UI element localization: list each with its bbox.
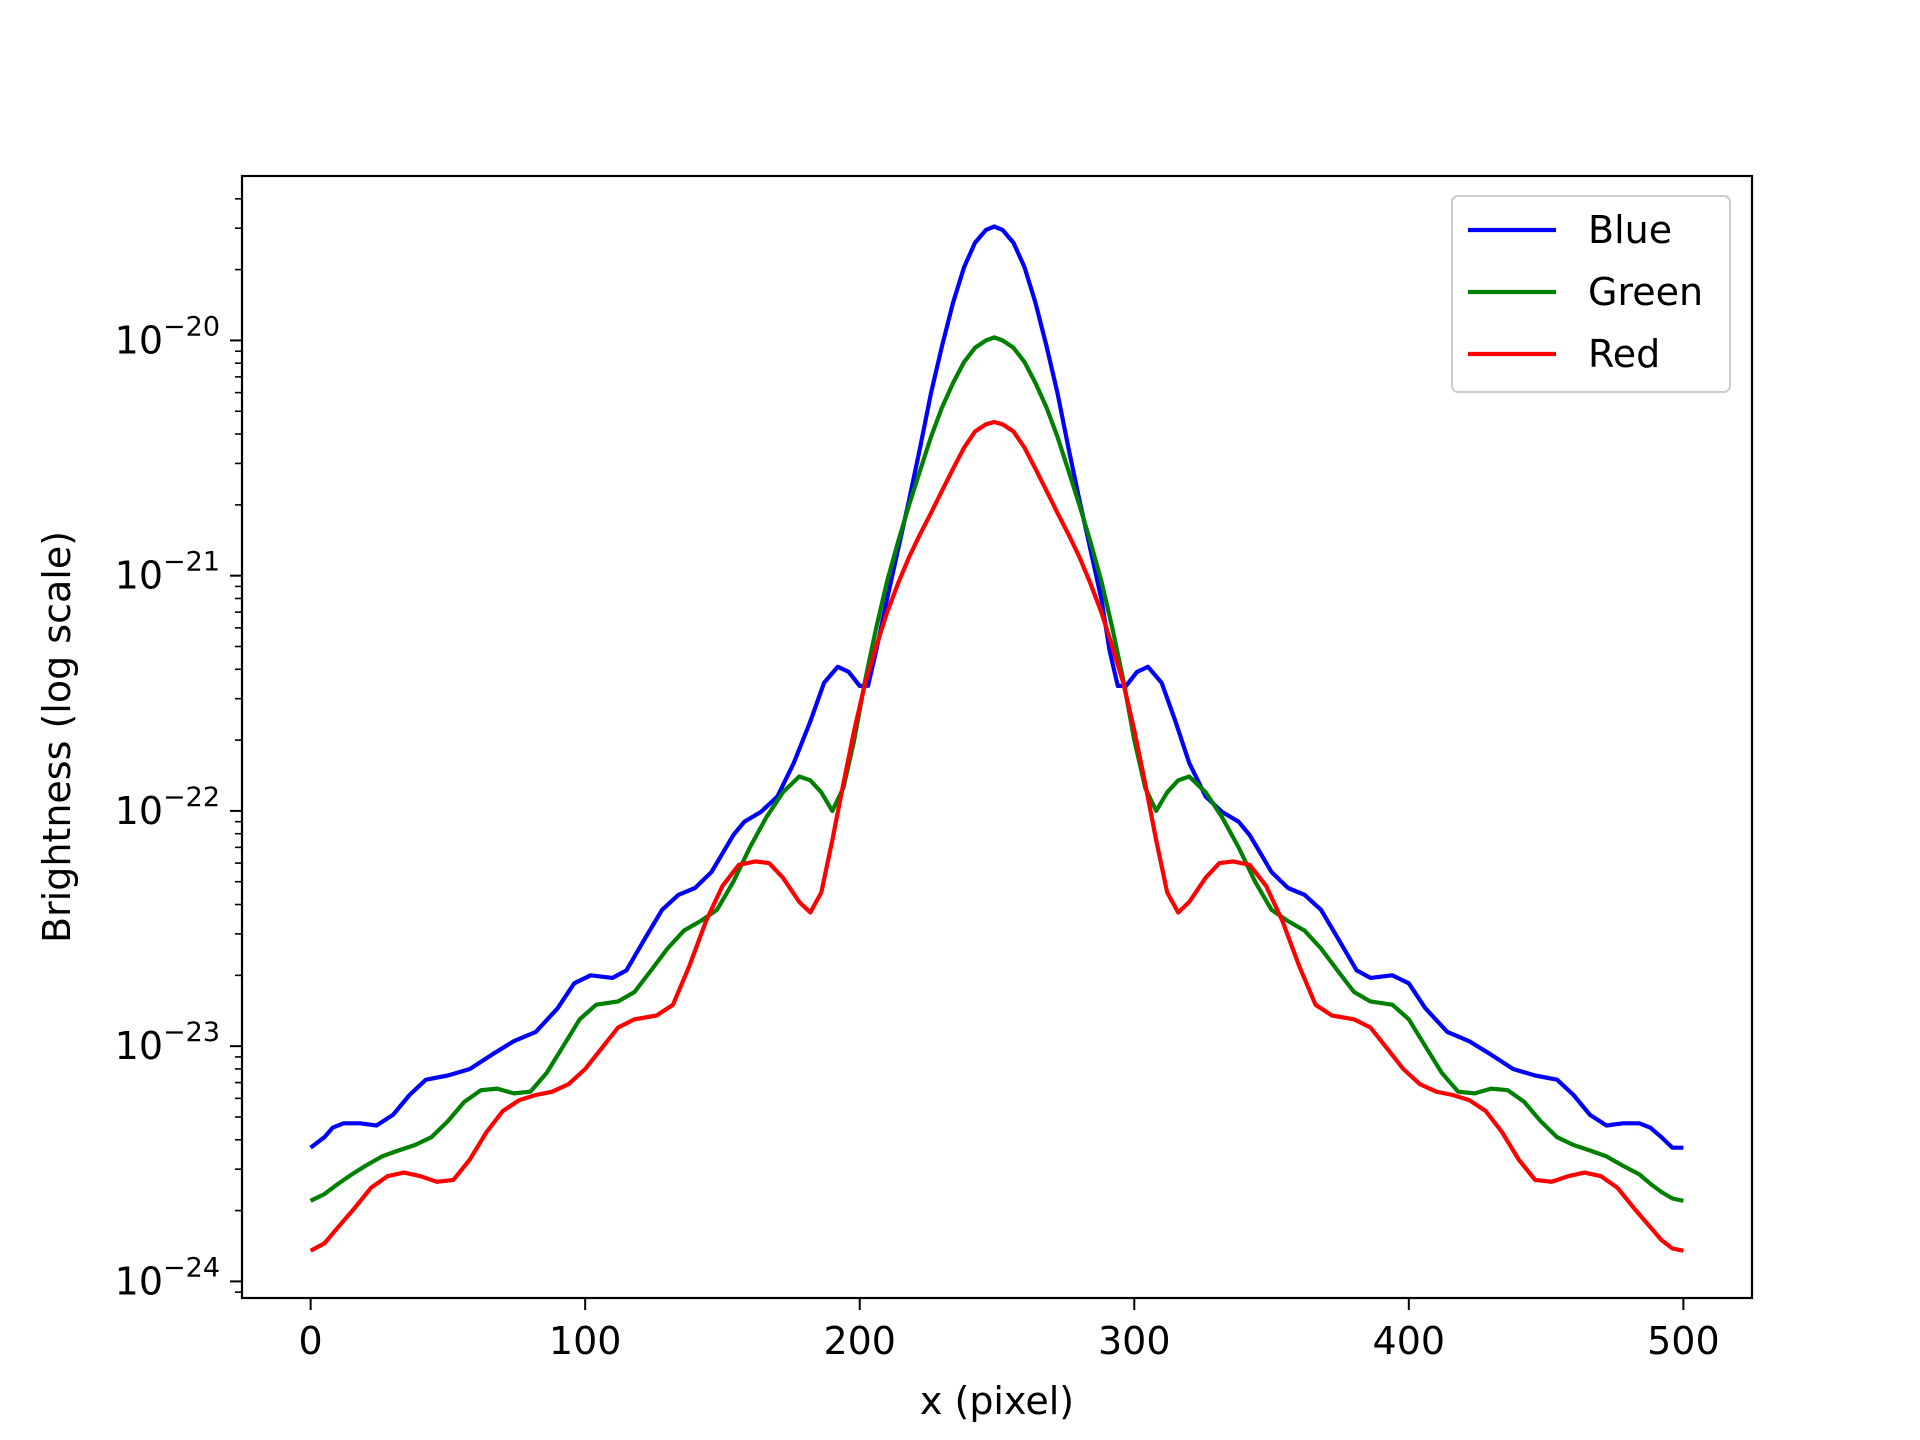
- x-tick-label: 500: [1647, 1319, 1720, 1363]
- x-axis: 0 100 200 300 400 500: [299, 1298, 1720, 1363]
- y-tick-label: 10−23: [115, 1017, 220, 1068]
- y-tick-base: 10: [115, 1259, 163, 1303]
- y-tick-exponent: −21: [163, 547, 220, 578]
- x-tick-label: 200: [823, 1319, 896, 1363]
- y-tick-base: 10: [115, 554, 163, 598]
- x-tick-label: 0: [299, 1319, 323, 1363]
- legend-box: [1451, 195, 1731, 393]
- y-axis-label: Brightness (log scale): [35, 531, 79, 943]
- series-line-green: [309, 335, 1684, 1203]
- x-tick-label: 300: [1098, 1319, 1171, 1363]
- y-tick-label: 10−22: [115, 782, 220, 833]
- y-tick-label: 10−21: [115, 547, 220, 598]
- series-layer: [309, 224, 1684, 1253]
- series-line-blue: [309, 224, 1684, 1150]
- x-tick-label: 100: [549, 1319, 622, 1363]
- legend-label-blue: Blue: [1588, 208, 1672, 252]
- legend: Blue Green Red: [1451, 195, 1731, 393]
- y-tick-base: 10: [115, 318, 163, 362]
- y-tick-exponent: −24: [163, 1252, 220, 1283]
- x-tick-label: 400: [1373, 1319, 1446, 1363]
- y-tick-exponent: −22: [163, 782, 220, 813]
- x-axis-label: x (pixel): [920, 1379, 1074, 1423]
- y-tick-label: 10−24: [115, 1252, 220, 1303]
- axes-frame: [240, 174, 1754, 1300]
- legend-label-red: Red: [1588, 332, 1660, 376]
- legend-label-green: Green: [1588, 270, 1703, 314]
- series-line-red: [309, 419, 1684, 1253]
- y-tick-base: 10: [115, 1024, 163, 1068]
- y-tick-exponent: −23: [163, 1017, 220, 1048]
- y-tick-label: 10−20: [115, 311, 220, 362]
- y-tick-exponent: −20: [163, 311, 220, 342]
- y-tick-base: 10: [115, 789, 163, 833]
